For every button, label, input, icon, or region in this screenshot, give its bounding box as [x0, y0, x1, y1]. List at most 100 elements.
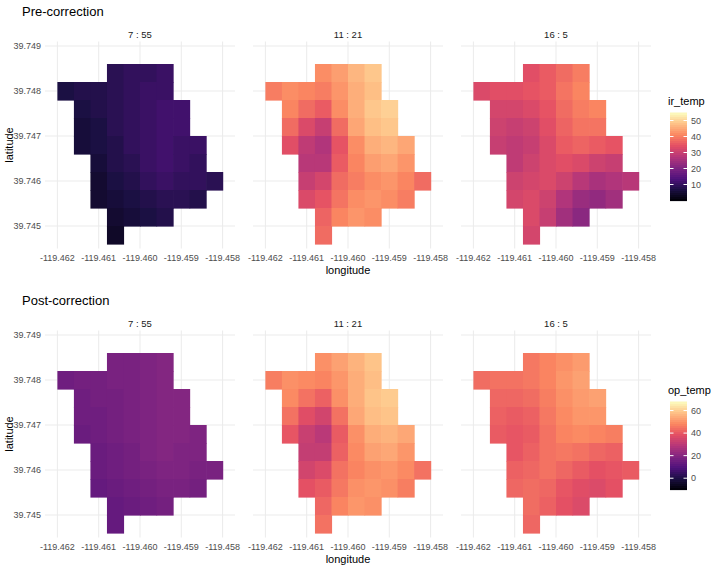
cell: [107, 443, 124, 462]
cell: [539, 190, 556, 209]
cell: [556, 479, 573, 498]
cell: [556, 172, 573, 191]
cell: [140, 118, 157, 137]
colorbar-title: op_temp: [668, 384, 711, 396]
cell: [539, 407, 556, 426]
cell: [606, 461, 623, 480]
y-tick-label: 39.748: [13, 375, 41, 385]
colorbar: [670, 113, 687, 202]
cell: [123, 497, 140, 516]
cell: [123, 443, 140, 462]
cell: [74, 136, 91, 155]
cell: [523, 461, 540, 480]
colorbar-tick-label: 40: [691, 132, 701, 142]
x-tick-label: -119.459: [164, 542, 199, 552]
panel: 7 : 55-119.462-119.461-119.460-119.459-1…: [13, 29, 240, 263]
colorbar-tick: [670, 184, 674, 185]
cell: [282, 425, 299, 444]
colorbar-tick-label: 50: [691, 116, 701, 126]
cell: [506, 425, 523, 444]
cell: [123, 190, 140, 209]
y-tick-label: 39.749: [13, 41, 41, 51]
cell: [556, 100, 573, 119]
x-tick-label: -119.458: [413, 542, 448, 552]
cell: [606, 479, 623, 498]
colorbar-tick: [684, 455, 688, 456]
cell: [348, 172, 365, 191]
cell: [315, 461, 332, 480]
cell: [398, 154, 415, 173]
cell: [315, 118, 332, 137]
cell: [573, 479, 590, 498]
cell: [398, 479, 415, 498]
cell: [123, 136, 140, 155]
cell: [589, 479, 606, 498]
colorbar-tick: [670, 168, 674, 169]
cell: [140, 100, 157, 119]
cell: [157, 497, 174, 516]
cell: [90, 154, 107, 173]
cell: [398, 136, 415, 155]
cell: [365, 425, 382, 444]
cell: [140, 136, 157, 155]
chart-title: Pre-correction: [22, 4, 104, 19]
x-tick-label: -119.461: [497, 542, 532, 552]
facet-label: 16 : 5: [544, 318, 568, 329]
cell: [556, 136, 573, 155]
cell: [173, 154, 190, 173]
x-tick-label: -119.460: [539, 542, 574, 552]
cell: [506, 461, 523, 480]
cell: [523, 64, 540, 83]
cell: [490, 407, 507, 426]
cell: [606, 425, 623, 444]
colorbar-tick: [670, 433, 674, 434]
x-tick-label: -119.460: [331, 253, 366, 263]
cell: [107, 515, 124, 534]
colorbar-step: [670, 113, 687, 116]
cell: [315, 443, 332, 462]
cell: [331, 353, 348, 372]
x-tick-label: -119.462: [248, 253, 283, 263]
cell: [606, 172, 623, 191]
cell: [331, 389, 348, 408]
cells: [265, 353, 431, 534]
cell: [523, 100, 540, 119]
cell: [348, 461, 365, 480]
cell: [573, 389, 590, 408]
cell: [140, 461, 157, 480]
cell: [74, 82, 91, 101]
cell: [140, 82, 157, 101]
cell: [140, 154, 157, 173]
cell: [589, 190, 606, 209]
cell: [589, 461, 606, 480]
colorbar-tick-label: 30: [691, 148, 701, 158]
x-tick-label: -119.461: [289, 253, 324, 263]
cell: [381, 100, 398, 119]
cell: [506, 100, 523, 119]
chart-title: Post-correction: [22, 293, 109, 308]
cells: [473, 353, 639, 534]
cell: [157, 190, 174, 209]
cell: [573, 461, 590, 480]
cell: [506, 154, 523, 173]
cell: [348, 497, 365, 516]
cell: [523, 389, 540, 408]
cells: [265, 64, 431, 245]
cell: [157, 479, 174, 498]
cell: [523, 443, 540, 462]
cell: [573, 371, 590, 390]
cell: [473, 82, 490, 101]
cell: [173, 100, 190, 119]
colorbar-tick: [670, 120, 674, 121]
x-tick-label: -119.458: [205, 542, 240, 552]
cell: [123, 208, 140, 227]
cell: [157, 425, 174, 444]
cell: [157, 118, 174, 137]
cell: [282, 100, 299, 119]
cell: [140, 497, 157, 516]
cell: [157, 100, 174, 119]
cell: [123, 479, 140, 498]
x-tick-label: -119.461: [497, 253, 532, 263]
colorbar-tick: [684, 152, 688, 153]
cell: [506, 136, 523, 155]
